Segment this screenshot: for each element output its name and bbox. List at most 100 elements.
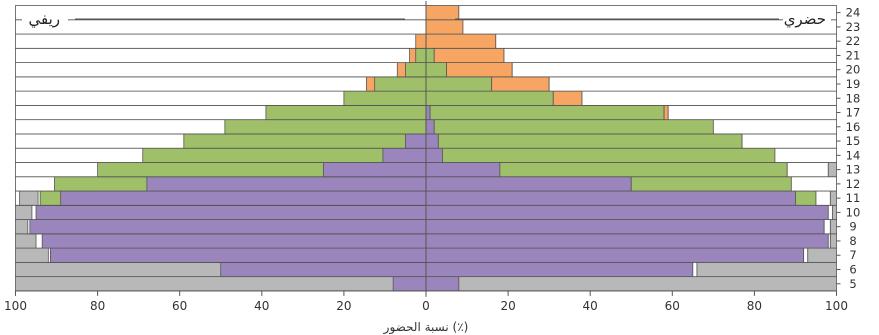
bar-rural-purple-age-15 xyxy=(405,133,427,149)
bar-urban-white-age-23 xyxy=(462,19,837,35)
bar-urban-gray-age-13 xyxy=(827,162,837,178)
right-label-bg xyxy=(783,9,831,29)
bar-urban-white-age-10 xyxy=(827,204,833,220)
bar-rural-white-age-22 xyxy=(15,33,427,49)
bar-urban-green-age-18 xyxy=(425,90,554,106)
bar-rural-purple-age-14 xyxy=(382,147,427,163)
bar-urban-green-age-13 xyxy=(499,162,788,178)
x-tick-label: 80 xyxy=(747,299,762,313)
x-axis-title: نسبة الحضور (٪) xyxy=(383,320,469,335)
x-tick-label: 60 xyxy=(665,299,680,313)
age-label: 11 xyxy=(846,191,861,205)
bar-rural-purple-age-7 xyxy=(49,247,427,263)
bar-urban-purple-age-11 xyxy=(425,190,796,206)
bar-urban-orange-age-22 xyxy=(425,33,497,49)
bar-urban-white-age-12 xyxy=(790,176,837,192)
bar-urban-gray-age-10 xyxy=(831,204,837,220)
bar-urban-white-age-11 xyxy=(815,190,831,206)
age-label: 10 xyxy=(846,205,861,219)
bar-urban-orange-age-18 xyxy=(552,90,583,106)
bar-urban-white-age-22 xyxy=(495,33,837,49)
left-label: ريفي xyxy=(28,10,60,29)
bar-rural-purple-age-11 xyxy=(60,190,427,206)
age-label: 7 xyxy=(849,248,856,262)
bar-urban-gray-age-5 xyxy=(458,276,837,292)
bar-urban-white-age-19 xyxy=(548,76,837,92)
age-label: 12 xyxy=(846,177,861,191)
bar-rural-green-age-15 xyxy=(183,133,427,149)
x-tick-label: 40 xyxy=(254,299,269,313)
bar-urban-green-age-11 xyxy=(795,190,817,206)
age-label: 24 xyxy=(846,6,861,20)
age-label: 13 xyxy=(846,163,861,177)
x-ticks: 100 80 60 40 20 0 20 40 60 80 100 xyxy=(4,290,848,313)
bar-urban-white-age-14 xyxy=(774,147,837,163)
bar-rural-white-age-23 xyxy=(15,19,427,35)
bar-urban-gray-age-8 xyxy=(829,233,837,249)
bar-urban-white-age-6 xyxy=(692,261,698,278)
bar-rural-purple-age-10 xyxy=(35,204,427,220)
bar-urban-purple-age-17 xyxy=(425,104,431,121)
age-label: 9 xyxy=(849,220,856,234)
bar-rural-purple-age-8 xyxy=(41,233,427,249)
bar-urban-white-age-24 xyxy=(458,5,837,21)
bar-urban-white-age-17 xyxy=(667,104,837,121)
bar-urban-purple-age-15 xyxy=(425,133,439,149)
bar-rural-green-age-17 xyxy=(265,104,427,121)
age-label: 19 xyxy=(846,77,861,91)
bar-urban-white-age-18 xyxy=(581,90,837,106)
bar-urban-green-age-17 xyxy=(429,104,665,121)
bar-urban-white-age-15 xyxy=(741,133,837,149)
bar-urban-purple-age-16 xyxy=(425,119,435,135)
bar-urban-gray-age-7 xyxy=(807,247,837,263)
bar-urban-orange-age-23 xyxy=(425,19,464,35)
bar-urban-gray-age-9 xyxy=(829,219,837,235)
bar-urban-green-age-12 xyxy=(630,176,792,192)
bar-urban-gray-age-6 xyxy=(696,261,837,278)
age-label: 14 xyxy=(846,148,861,162)
x-tick-label: 60 xyxy=(172,299,187,313)
age-label: 15 xyxy=(846,134,861,148)
x-tick-label: 20 xyxy=(500,299,515,313)
bar-rural-white-age-24 xyxy=(15,5,427,21)
bar-urban-purple-age-12 xyxy=(425,176,632,192)
age-label: 22 xyxy=(846,34,861,48)
bar-rural-green-age-20 xyxy=(405,62,427,78)
bars-layer xyxy=(15,5,837,292)
bar-urban-purple-age-9 xyxy=(425,219,825,235)
age-label: 18 xyxy=(846,91,861,105)
bar-rural-orange-age-22 xyxy=(415,33,427,49)
age-label: 8 xyxy=(849,234,856,248)
bar-urban-green-age-16 xyxy=(433,119,714,135)
bar-urban-purple-age-13 xyxy=(425,162,501,178)
bar-urban-white-age-9 xyxy=(823,219,831,235)
bar-urban-white-age-16 xyxy=(712,119,837,135)
bar-rural-green-age-16 xyxy=(224,119,427,135)
x-tick-label: 100 xyxy=(4,299,27,313)
bar-rural-white-age-19 xyxy=(15,76,427,92)
bar-rural-green-age-21 xyxy=(415,47,427,63)
bar-urban-purple-age-6 xyxy=(425,261,694,278)
x-tick-label: 0 xyxy=(422,299,430,313)
x-tick-label: 80 xyxy=(90,299,105,313)
bar-urban-orange-age-17 xyxy=(663,104,669,121)
x-tick-label: 100 xyxy=(825,299,848,313)
bar-urban-purple-age-8 xyxy=(425,233,829,249)
bar-urban-white-age-13 xyxy=(786,162,829,178)
bar-urban-purple-age-7 xyxy=(425,247,805,263)
age-label: 20 xyxy=(846,63,861,77)
bar-rural-white-age-21 xyxy=(15,47,427,63)
bar-rural-purple-age-6 xyxy=(220,261,427,278)
age-label: 5 xyxy=(849,277,856,291)
bar-urban-green-age-19 xyxy=(425,76,493,92)
bar-urban-green-age-15 xyxy=(437,133,743,149)
bar-rural-green-age-19 xyxy=(374,76,427,92)
right-label: حضري xyxy=(784,10,826,29)
x-tick-label: 20 xyxy=(336,299,351,313)
age-label: 6 xyxy=(849,262,856,276)
bar-urban-orange-age-24 xyxy=(425,5,460,21)
bar-urban-green-age-14 xyxy=(442,147,776,163)
bar-rural-purple-age-9 xyxy=(29,219,427,235)
